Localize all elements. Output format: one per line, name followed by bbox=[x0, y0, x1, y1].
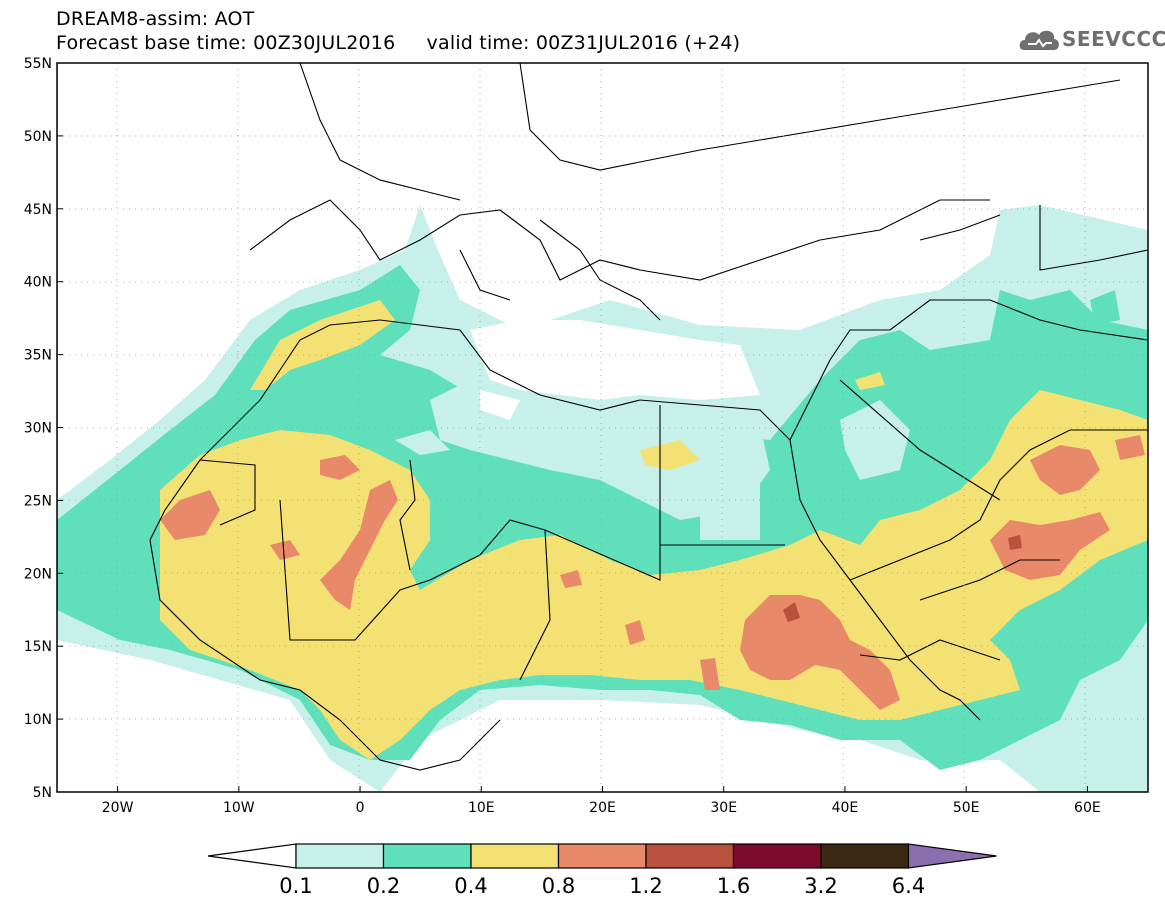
lat-tick-label: 20N bbox=[24, 566, 52, 582]
colorbar-label: 1.6 bbox=[717, 874, 750, 898]
colorbar-box bbox=[382, 843, 472, 869]
cloud-logo-icon bbox=[1019, 30, 1059, 50]
lat-tick-label: 30N bbox=[24, 421, 52, 437]
forecast-time-line: Forecast base time: 00Z30JUL2016 valid t… bbox=[56, 32, 741, 54]
colorbar-label: 1.2 bbox=[629, 874, 662, 898]
lat-tick-label: 55N bbox=[24, 56, 52, 72]
lon-tick-label: 10W bbox=[223, 800, 255, 816]
lat-tick-label: 40N bbox=[24, 275, 52, 291]
coastlines bbox=[57, 63, 1148, 792]
latitude-ticks: 5N 10N 15N 20N 25N 30N 35N 40N 45N 50N 55N bbox=[24, 56, 63, 801]
colorbar-over-arrow bbox=[907, 843, 997, 869]
lat-tick-label: 25N bbox=[24, 493, 52, 509]
colorbar-box bbox=[645, 843, 735, 869]
colorbar-box bbox=[470, 843, 560, 869]
lat-tick-label: 45N bbox=[24, 202, 52, 218]
lat-tick-label: 35N bbox=[24, 348, 52, 364]
map-title: DREAM8-assim: AOT bbox=[56, 8, 255, 30]
longitude-ticks: 20W 10W 0 10E 20E 30E 40E 50E 60E bbox=[102, 786, 1101, 816]
colorbar-label: 0.4 bbox=[454, 874, 487, 898]
colorbar-box bbox=[820, 843, 910, 869]
colorbar-label: 6.4 bbox=[892, 874, 925, 898]
lon-tick-label: 20W bbox=[102, 800, 134, 816]
colorbar-under-arrow bbox=[207, 843, 297, 869]
aot-band-0-8 bbox=[160, 435, 1145, 710]
colorbar-label: 3.2 bbox=[804, 874, 837, 898]
lon-tick-label: 20E bbox=[589, 800, 616, 816]
colorbar-label: 0.2 bbox=[367, 874, 400, 898]
colorbar-label: 0.8 bbox=[542, 874, 575, 898]
colorbar-label: 0.1 bbox=[279, 874, 312, 898]
colorbar-box bbox=[557, 843, 647, 869]
lon-tick-label: 60E bbox=[1074, 800, 1101, 816]
lon-tick-label: 50E bbox=[953, 800, 980, 816]
lon-tick-label: 30E bbox=[710, 800, 737, 816]
lat-tick-label: 15N bbox=[24, 639, 52, 655]
lat-tick-label: 10N bbox=[24, 712, 52, 728]
logo-text: SEEVCCC bbox=[1062, 27, 1165, 51]
aot-band-1-2 bbox=[783, 535, 1022, 622]
lon-tick-label: 0 bbox=[356, 800, 365, 816]
lon-tick-label: 10E bbox=[468, 800, 495, 816]
lat-tick-label: 5N bbox=[33, 785, 52, 801]
lon-tick-label: 40E bbox=[832, 800, 859, 816]
lat-tick-label: 50N bbox=[24, 129, 52, 145]
colorbar-box bbox=[732, 843, 822, 869]
colorbar-box bbox=[295, 843, 385, 869]
